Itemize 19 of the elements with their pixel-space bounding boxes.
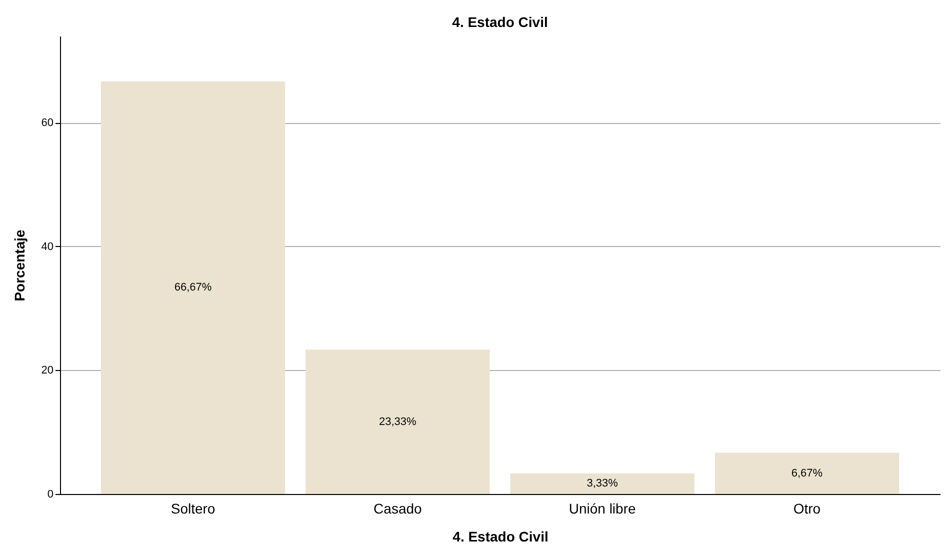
y-tick-label: 60 bbox=[41, 117, 54, 130]
y-tick-label: 0 bbox=[47, 488, 54, 500]
data-label: 6,67% bbox=[791, 467, 823, 480]
data-label: 23,33% bbox=[379, 416, 417, 428]
bar bbox=[306, 350, 490, 494]
data-label: 3,33% bbox=[586, 478, 618, 490]
y-axis-title: Porcentaje bbox=[11, 229, 28, 302]
x-tick-label: Otro bbox=[793, 500, 821, 516]
chart-title: 4. Estado Civil bbox=[452, 14, 548, 30]
x-axis-title: 4. Estado Civil bbox=[452, 528, 548, 544]
y-tick-label: 20 bbox=[41, 364, 54, 377]
data-label: 66,67% bbox=[174, 282, 212, 294]
bar bbox=[100, 81, 286, 494]
bar bbox=[714, 452, 900, 494]
x-tick-label: Unión libre bbox=[568, 500, 636, 516]
x-tick-label: Soltero bbox=[170, 500, 216, 516]
y-tick-label: 40 bbox=[41, 240, 54, 253]
bar bbox=[510, 473, 694, 494]
x-tick-label: Casado bbox=[374, 500, 422, 516]
